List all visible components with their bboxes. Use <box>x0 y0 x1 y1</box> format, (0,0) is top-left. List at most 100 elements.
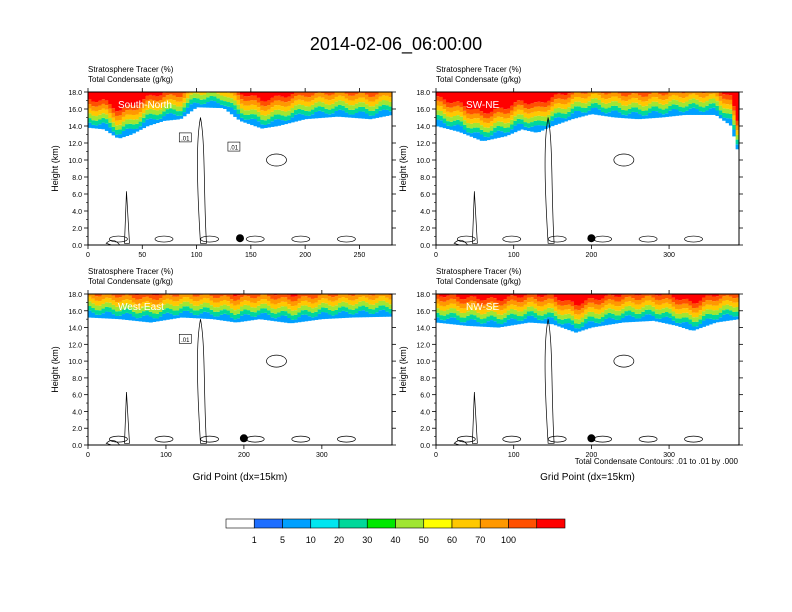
tracer-cell <box>452 313 457 318</box>
tracer-cell <box>739 314 743 319</box>
tracer-cell <box>533 299 538 304</box>
tracer-cell <box>91 101 96 107</box>
tracer-cell <box>185 92 190 94</box>
tracer-cell <box>563 323 568 329</box>
tracer-cell <box>476 92 481 109</box>
tracer-cell <box>473 122 477 128</box>
tracer-cell <box>651 92 656 97</box>
tracer-cell <box>263 294 268 300</box>
tracer-cell <box>543 318 548 324</box>
tracer-cell <box>388 101 392 107</box>
tracer-cell <box>148 302 153 308</box>
tracer-cell <box>708 98 713 104</box>
tracer-cell <box>172 95 177 101</box>
tracer-cell <box>108 307 113 312</box>
tracer-cell <box>273 318 278 322</box>
tracer-cell <box>371 304 376 310</box>
tracer-cell <box>567 304 572 310</box>
tracer-cell <box>486 316 491 322</box>
tracer-cell <box>273 299 278 305</box>
tracer-cell <box>614 294 619 297</box>
tracer-cell <box>489 130 494 136</box>
tracer-cell <box>260 299 265 304</box>
tracer-cell <box>155 318 160 322</box>
tracer-cell <box>115 125 119 130</box>
tracer-cell <box>300 105 305 110</box>
tracer-cell <box>664 108 669 114</box>
tracer-cell <box>230 84 234 89</box>
tracer-cell <box>476 294 481 299</box>
tracer-cell <box>621 313 626 318</box>
tracer-cell <box>250 294 255 298</box>
tracer-cell <box>240 294 244 298</box>
tracer-cell <box>705 304 710 310</box>
tracer-cell <box>250 95 255 101</box>
tracer-cell <box>98 294 103 297</box>
tracer-cell <box>392 313 396 316</box>
tracer-cell <box>368 294 373 296</box>
tracer-cell <box>638 304 642 310</box>
tracer-cell <box>627 315 632 323</box>
tracer-cell <box>223 295 228 300</box>
tracer-cell <box>543 92 548 103</box>
tracer-cell <box>101 92 106 100</box>
tracer-cell <box>354 303 359 309</box>
tracer-cell <box>658 295 663 301</box>
tracer-cell <box>462 312 467 318</box>
tracer-cell <box>212 92 217 97</box>
tracer-cell <box>142 311 147 316</box>
tracer-cell <box>145 294 150 297</box>
tracer-cell <box>739 153 743 156</box>
tracer-cell <box>246 314 251 321</box>
tracer-cell <box>256 102 261 108</box>
tracer-cell <box>361 97 366 103</box>
colorbar-swatch <box>253 518 283 529</box>
colorbar-swatch <box>451 518 481 529</box>
tracer-cell <box>226 294 231 297</box>
tracer-cell <box>439 315 444 320</box>
tracer-cell <box>678 101 683 107</box>
tracer-cell <box>128 119 133 124</box>
tracer-cell <box>155 110 160 116</box>
tracer-cell <box>681 92 686 94</box>
tracer-cell <box>169 92 174 95</box>
tracer-cell <box>499 324 504 327</box>
tracer-cell <box>735 311 739 317</box>
tracer-cell <box>553 306 558 312</box>
tracer-cell <box>152 95 157 101</box>
x-tick-label: 200 <box>586 452 598 459</box>
tracer-cell <box>557 92 562 94</box>
tracer-cell <box>530 301 535 307</box>
tracer-cell <box>493 316 498 322</box>
y-tick-label: 12.0 <box>68 141 82 148</box>
tracer-cell <box>499 131 504 138</box>
tracer-cell <box>196 301 201 306</box>
tracer-cell <box>212 294 217 298</box>
tracer-cell <box>574 96 578 102</box>
tracer-cell <box>203 81 207 86</box>
tracer-cell <box>226 92 231 98</box>
tracer-cell <box>661 312 666 318</box>
tracer-cell <box>351 294 356 297</box>
tracer-cell <box>739 148 743 153</box>
tracer-cell <box>327 109 332 115</box>
tracer-cell <box>661 294 666 300</box>
tracer-cell <box>115 306 119 312</box>
tracer-cell <box>624 306 629 312</box>
tracer-cell <box>597 92 602 96</box>
tracer-cell <box>675 309 679 314</box>
tracer-cell <box>587 96 592 102</box>
tracer-cell <box>317 96 322 102</box>
tracer-cell <box>354 299 359 304</box>
tracer-cell <box>138 317 143 322</box>
tracer-cell <box>226 106 231 112</box>
tracer-cell <box>705 295 710 301</box>
tracer-cell <box>681 112 686 116</box>
tracer-cell <box>681 102 686 108</box>
condensate-contour <box>638 435 658 443</box>
tracer-cell <box>321 307 326 313</box>
tracer-cell <box>476 108 481 114</box>
tracer-cell <box>341 101 346 106</box>
tracer-cell <box>462 308 467 313</box>
tracer-cell <box>600 303 605 308</box>
